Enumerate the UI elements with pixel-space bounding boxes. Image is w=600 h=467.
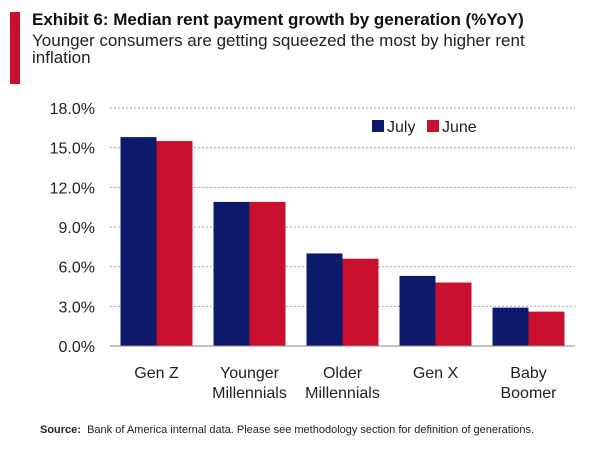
y-tick-label: 18.0% xyxy=(50,101,95,118)
bar-july xyxy=(213,201,250,346)
accent-bar xyxy=(10,12,20,84)
category-label: Gen Z xyxy=(134,365,179,382)
legend-label-july: July xyxy=(387,119,415,136)
chart-subtitle: Younger consumers are getting squeezed t… xyxy=(32,31,525,67)
bar-july xyxy=(306,253,343,346)
category-label: Millennials xyxy=(212,385,287,402)
category-label: Baby xyxy=(510,365,546,382)
legend-label-june: June xyxy=(442,119,477,136)
bar-july xyxy=(492,307,529,346)
category-label: Younger xyxy=(220,365,280,382)
category-label: Boomer xyxy=(500,385,557,402)
source-text: Bank of America internal data. Please se… xyxy=(87,424,535,436)
chart-title: Exhibit 6: Median rent payment growth by… xyxy=(32,10,524,29)
legend-swatch-july xyxy=(372,120,384,132)
y-tick-label: 0.0% xyxy=(59,339,95,356)
category-label: Older xyxy=(323,365,363,382)
y-tick-label: 3.0% xyxy=(59,299,95,316)
bar-june xyxy=(528,311,565,346)
bar-june xyxy=(156,141,193,346)
source-note: Source: Bank of America internal data. P… xyxy=(40,423,580,438)
y-tick-label: 12.0% xyxy=(50,180,95,197)
y-tick-label: 6.0% xyxy=(59,260,95,277)
category-label: Millennials xyxy=(305,385,380,402)
category-label: Gen X xyxy=(413,365,459,382)
bar-june xyxy=(342,258,379,346)
bar-june xyxy=(249,201,286,346)
y-tick-label: 9.0% xyxy=(59,220,95,237)
bar-june xyxy=(435,282,472,346)
bar-july xyxy=(399,275,436,346)
y-tick-label: 15.0% xyxy=(50,141,95,158)
legend-swatch-june xyxy=(427,120,439,132)
source-label: Source: xyxy=(40,424,81,436)
bar-july xyxy=(120,137,157,346)
